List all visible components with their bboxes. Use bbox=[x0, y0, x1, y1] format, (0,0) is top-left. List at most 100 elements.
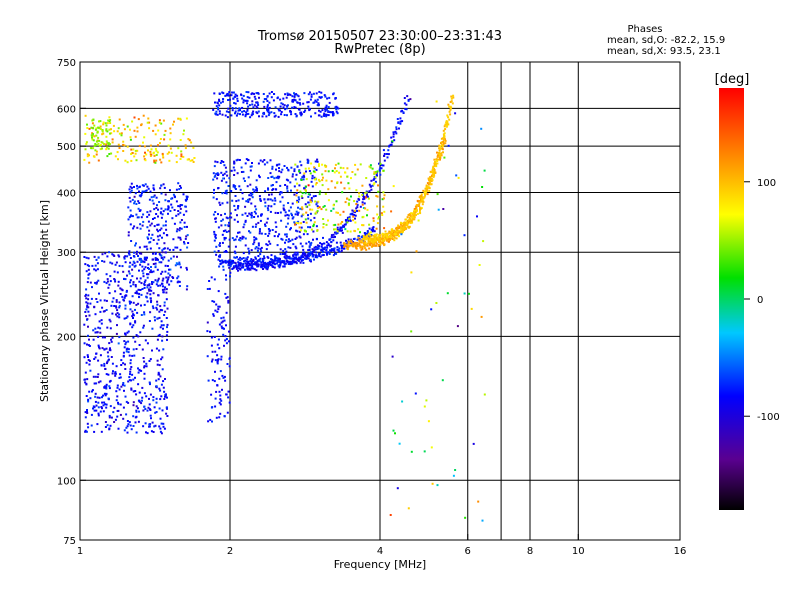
data-point bbox=[157, 208, 159, 211]
data-point bbox=[153, 208, 156, 211]
data-point bbox=[299, 207, 302, 210]
data-point bbox=[169, 138, 172, 141]
data-point bbox=[232, 97, 235, 100]
data-point bbox=[254, 225, 257, 228]
data-point bbox=[116, 415, 119, 418]
data-point bbox=[307, 160, 310, 163]
data-point bbox=[346, 175, 349, 178]
data-point bbox=[413, 216, 416, 219]
data-point bbox=[142, 114, 145, 117]
data-point bbox=[99, 127, 102, 130]
data-point bbox=[217, 305, 220, 308]
data-point bbox=[104, 421, 107, 423]
data-point bbox=[140, 252, 143, 255]
data-point bbox=[167, 272, 170, 275]
data-point bbox=[135, 213, 138, 216]
data-point bbox=[121, 265, 124, 268]
data-point bbox=[253, 239, 256, 242]
chart-subtitle: RwPretec (8p) bbox=[334, 42, 425, 57]
data-point bbox=[102, 394, 105, 397]
data-point bbox=[325, 223, 328, 226]
data-point bbox=[315, 92, 318, 95]
data-point bbox=[217, 187, 220, 189]
data-point bbox=[409, 221, 412, 224]
data-point bbox=[124, 395, 127, 398]
data-point bbox=[220, 220, 223, 222]
data-point bbox=[92, 329, 95, 332]
data-point bbox=[148, 213, 151, 216]
data-point bbox=[113, 406, 116, 409]
grid-lines bbox=[80, 62, 680, 540]
data-point bbox=[129, 138, 132, 141]
data-point bbox=[219, 259, 222, 262]
data-point bbox=[108, 283, 111, 286]
data-point bbox=[144, 183, 147, 186]
data-point bbox=[293, 253, 296, 256]
data-point bbox=[126, 315, 129, 318]
data-point bbox=[356, 200, 359, 203]
data-point bbox=[245, 111, 248, 114]
data-point bbox=[281, 261, 284, 264]
data-point bbox=[284, 248, 287, 251]
data-point bbox=[247, 91, 250, 94]
data-point bbox=[286, 94, 289, 96]
data-point bbox=[121, 383, 124, 386]
data-point bbox=[265, 221, 268, 224]
data-point bbox=[109, 132, 111, 135]
data-point bbox=[115, 299, 118, 302]
data-point bbox=[287, 246, 290, 249]
data-point bbox=[289, 110, 292, 113]
data-point bbox=[96, 139, 99, 142]
data-point bbox=[161, 154, 164, 157]
data-point bbox=[218, 98, 220, 101]
data-point bbox=[169, 147, 172, 150]
data-point bbox=[420, 193, 423, 196]
data-point bbox=[184, 144, 187, 147]
data-point bbox=[149, 393, 152, 396]
data-point bbox=[436, 193, 439, 196]
data-point bbox=[405, 221, 408, 224]
data-point bbox=[157, 279, 160, 282]
x-axis-label: Frequency [MHz] bbox=[334, 558, 426, 571]
data-point bbox=[212, 172, 215, 175]
data-point bbox=[138, 246, 141, 249]
data-point bbox=[296, 213, 299, 216]
data-point bbox=[297, 206, 299, 209]
data-point bbox=[296, 253, 299, 256]
data-point bbox=[218, 401, 221, 404]
data-point bbox=[362, 198, 365, 201]
data-point bbox=[346, 167, 349, 170]
data-point bbox=[446, 122, 449, 125]
data-point bbox=[214, 350, 217, 353]
data-point bbox=[451, 102, 454, 105]
data-point bbox=[159, 305, 162, 308]
data-point bbox=[180, 186, 182, 189]
data-point bbox=[331, 112, 334, 115]
data-point bbox=[309, 199, 312, 202]
data-point bbox=[148, 381, 151, 384]
data-point bbox=[240, 171, 243, 173]
data-point bbox=[306, 233, 309, 236]
data-point bbox=[275, 181, 278, 184]
data-point bbox=[339, 226, 342, 229]
data-point bbox=[269, 159, 272, 162]
data-point bbox=[158, 253, 161, 255]
data-point bbox=[167, 207, 170, 210]
data-point bbox=[362, 196, 365, 198]
data-point bbox=[333, 228, 335, 231]
data-point bbox=[140, 314, 143, 316]
data-point bbox=[254, 256, 257, 259]
data-point bbox=[358, 209, 361, 212]
data-point bbox=[410, 271, 413, 274]
data-point bbox=[129, 362, 132, 365]
data-point bbox=[153, 425, 156, 428]
data-point bbox=[286, 213, 289, 216]
data-point bbox=[164, 193, 167, 196]
data-point bbox=[154, 124, 157, 127]
data-point bbox=[230, 261, 233, 264]
data-point bbox=[160, 320, 163, 323]
data-point bbox=[219, 101, 222, 104]
data-point bbox=[184, 198, 187, 201]
data-point bbox=[440, 154, 443, 157]
data-point bbox=[156, 228, 159, 231]
